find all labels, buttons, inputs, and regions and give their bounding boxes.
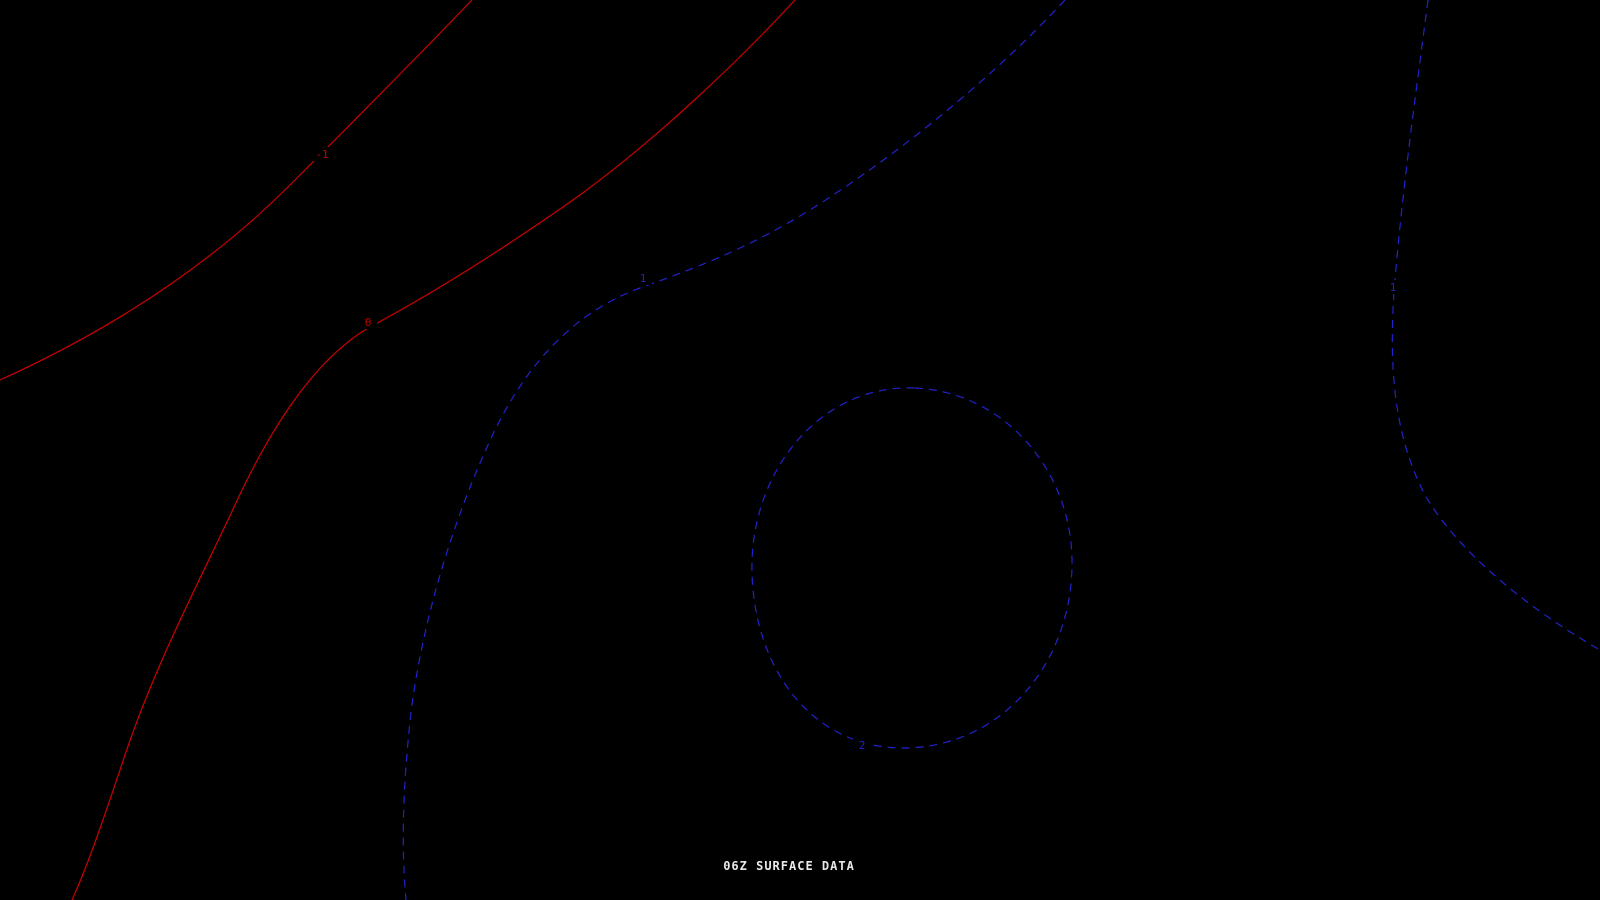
label-gap xyxy=(853,738,871,752)
contour-label-pos1-left: 1 xyxy=(640,272,647,285)
label-gap xyxy=(309,147,335,161)
contour-line-pos2-closed xyxy=(751,387,1073,749)
contour-line-neg1 xyxy=(0,0,473,381)
contour-label-pos1-right: 1 xyxy=(1390,281,1397,294)
contour-line-pos1-right xyxy=(1391,0,1600,651)
contour-line-pos1-left xyxy=(402,0,1066,900)
label-gap xyxy=(1384,280,1402,294)
contour-label-zero: 0 xyxy=(365,316,372,329)
label-gap xyxy=(359,315,377,329)
contour-label-pos2: 2 xyxy=(859,739,866,752)
contour-label-neg1: -1 xyxy=(315,148,328,161)
contour-line-zero xyxy=(71,0,796,900)
chart-title: 06Z SURFACE DATA xyxy=(723,859,855,873)
label-gap xyxy=(634,271,652,285)
